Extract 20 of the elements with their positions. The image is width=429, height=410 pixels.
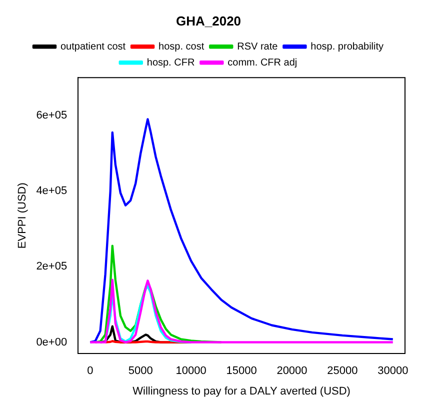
y-tick-label: 4e+05 (36, 185, 68, 198)
legend-label: RSV rate (237, 41, 278, 52)
y-tick-label: 2e+05 (36, 260, 68, 273)
x-tick-label: 15000 (226, 365, 257, 378)
x-tick-label: 20000 (276, 365, 308, 378)
y-tick-label: 0e+00 (36, 336, 68, 348)
legend-label: hosp. CFR (146, 57, 195, 68)
x-tick-label: 5000 (128, 365, 153, 378)
x-tick-label: 0 (87, 365, 94, 378)
x-tick-label: 25000 (327, 365, 358, 378)
y-axis-title: EVPPI (USD) (16, 182, 29, 249)
y-tick-label: 6e+05 (36, 109, 68, 122)
x-tick-label: 10000 (176, 365, 206, 378)
legend-label: outpatient cost (60, 41, 126, 52)
legend-label: hosp. probability (310, 41, 384, 52)
x-tick-label: 30000 (378, 365, 408, 378)
legend-label: comm. CFR adj (228, 57, 298, 68)
legend-label: hosp. cost (158, 41, 204, 52)
x-axis-title: Willingness to pay for a DALY averted (USD) (132, 385, 350, 398)
chart-title: GHA_2020 (176, 13, 242, 28)
